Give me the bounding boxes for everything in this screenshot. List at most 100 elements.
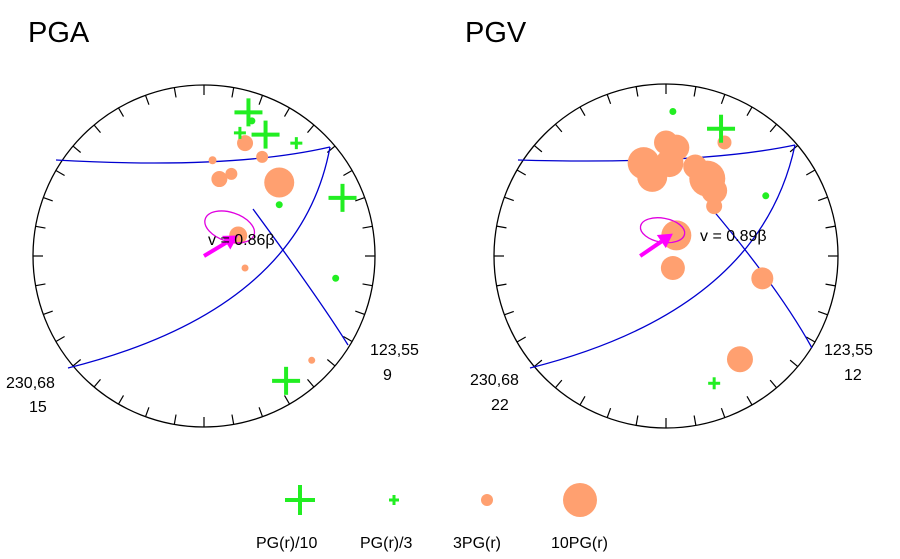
- tick-mark: [231, 414, 235, 425]
- plane-b-count-pga: 9: [383, 367, 392, 384]
- tick-mark: [72, 359, 82, 367]
- nodal-plane-a-lower: [67, 146, 331, 369]
- velocity-label-pgv: v = 0.89β: [700, 228, 767, 245]
- tick-mark: [307, 378, 315, 388]
- plus-large-marker: [251, 120, 280, 149]
- plus-large-marker: [707, 114, 736, 143]
- tick-mark: [720, 94, 726, 104]
- tick-mark: [144, 95, 150, 105]
- panel-title-pga: PGA: [28, 17, 90, 49]
- tick-mark: [533, 359, 543, 368]
- tick-mark: [516, 169, 527, 176]
- bubble-marker: [225, 167, 238, 180]
- tick-mark: [635, 415, 639, 426]
- plus-large-marker: [272, 366, 301, 395]
- tick-mark: [93, 124, 101, 134]
- nodal-plane-a-lower: [529, 144, 796, 369]
- plane-a-label-pga: 230,68: [6, 375, 55, 392]
- legend-plus-large: [285, 485, 315, 515]
- tick-mark: [554, 123, 563, 133]
- bubble-marker: [660, 256, 685, 281]
- plane-b-label-pgv: 123,55: [824, 342, 873, 359]
- tick-mark: [825, 225, 836, 229]
- tick-mark: [789, 359, 799, 368]
- stereonet-pgv: [493, 83, 839, 429]
- tick-mark: [579, 395, 586, 406]
- tick-mark: [579, 106, 586, 117]
- tick-mark: [35, 225, 46, 229]
- legend-label-plus-small: PG(r)/3: [360, 535, 413, 552]
- stereonet-pga: [32, 84, 376, 428]
- plane-b-label-pga: 123,55: [370, 342, 419, 359]
- tick-mark: [35, 283, 46, 287]
- tick-mark: [504, 196, 514, 202]
- dot-marker: [248, 117, 256, 125]
- panel-title-pgv: PGV: [465, 17, 527, 49]
- bubble-marker: [308, 356, 316, 364]
- dot-marker: [669, 108, 677, 116]
- legend-bubble-large: [563, 483, 597, 517]
- tick-mark: [496, 225, 507, 229]
- plus-large-marker: [234, 98, 263, 127]
- tick-mark: [554, 379, 563, 389]
- bubble-marker: [706, 198, 723, 215]
- bubble-marker: [237, 135, 254, 152]
- panel-pgv: PGV v = 0.89β 230,68 22 123,55 12: [465, 17, 873, 429]
- bubble-marker: [211, 171, 228, 188]
- tick-mark: [43, 196, 53, 202]
- tick-mark: [173, 414, 177, 425]
- tick-mark: [173, 87, 177, 98]
- tick-mark: [283, 395, 291, 405]
- tick-mark: [258, 95, 264, 105]
- plane-b-count-pgv: 12: [844, 367, 862, 384]
- legend-bubble-small: [481, 494, 493, 506]
- plus-large-marker: [328, 183, 357, 212]
- legend-label-bubble-large: 10PG(r): [551, 535, 608, 552]
- tick-mark: [516, 336, 527, 343]
- tick-mark: [635, 86, 639, 97]
- tick-mark: [805, 169, 816, 176]
- tick-mark: [55, 169, 65, 177]
- panel-pga: PGA v = 0.86β 230,68 15 123,55 9: [6, 17, 419, 428]
- tick-mark: [144, 407, 150, 417]
- tick-mark: [307, 124, 315, 134]
- tick-mark: [283, 107, 291, 117]
- plus-small-marker: [290, 137, 303, 150]
- tick-mark: [343, 169, 353, 177]
- tick-mark: [55, 335, 65, 343]
- bubble-marker: [726, 346, 753, 373]
- plane-a-count-pga: 15: [29, 399, 47, 416]
- dot-marker: [762, 192, 770, 200]
- bubble-marker: [655, 149, 684, 178]
- nodal-plane-b: [252, 208, 349, 346]
- bubble-marker: [751, 267, 774, 290]
- tick-mark: [805, 336, 816, 343]
- plane-a-label-pgv: 230,68: [470, 372, 519, 389]
- plane-a-count-pgv: 22: [491, 397, 509, 414]
- tick-mark: [746, 395, 753, 406]
- legend-label-bubble-small: 3PG(r): [453, 535, 501, 552]
- tick-mark: [693, 86, 697, 97]
- rupture-direction-arrow: [639, 233, 673, 258]
- tick-mark: [606, 408, 612, 418]
- tick-mark: [818, 310, 828, 316]
- tick-mark: [825, 283, 836, 287]
- bubble-marker: [256, 150, 269, 163]
- tick-mark: [606, 94, 612, 104]
- legend: PG(r)/10 PG(r)/3 3PG(r) 10PG(r): [256, 483, 608, 552]
- tick-mark: [362, 283, 373, 287]
- tick-mark: [355, 310, 365, 316]
- plus-small-marker: [233, 126, 246, 139]
- rupture-direction-arrow: [202, 235, 239, 258]
- dot-marker: [275, 201, 283, 209]
- tick-mark: [693, 415, 697, 426]
- tick-mark: [43, 310, 53, 316]
- legend-symbols: [285, 483, 597, 517]
- bubble-marker: [208, 156, 217, 165]
- bubble-marker: [701, 177, 728, 204]
- nodal-plane-a: [55, 146, 331, 164]
- tick-mark: [769, 123, 778, 133]
- tick-mark: [258, 407, 264, 417]
- tick-mark: [93, 378, 101, 388]
